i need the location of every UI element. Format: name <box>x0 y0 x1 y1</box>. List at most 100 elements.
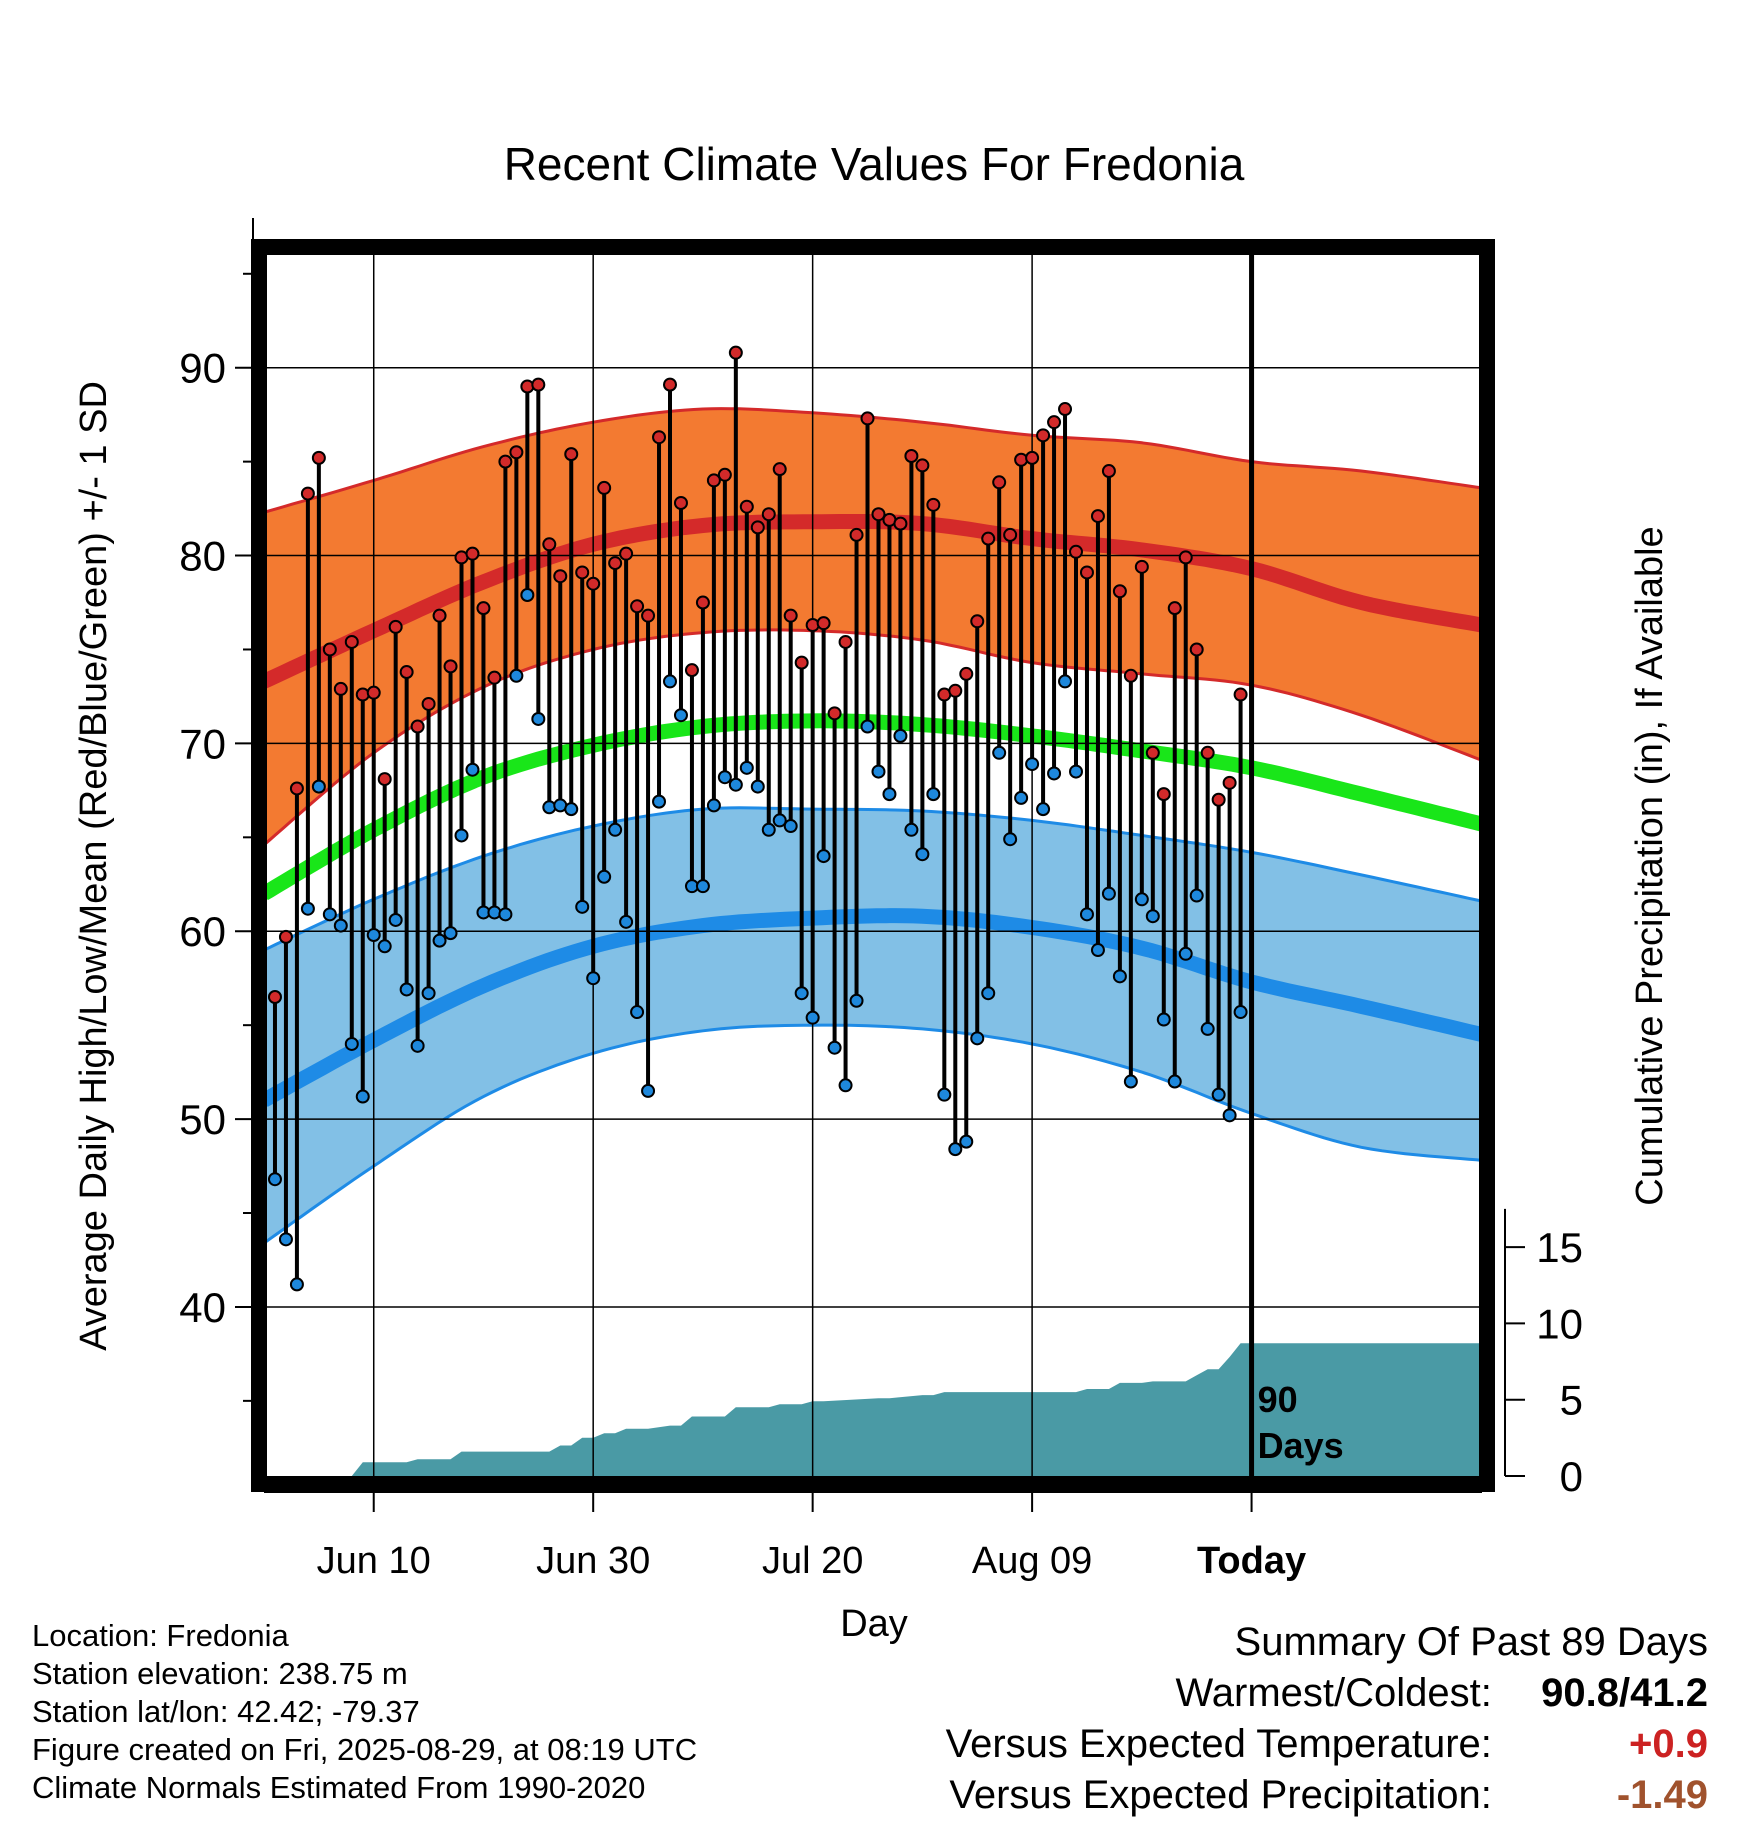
daily-low-point <box>948 1142 963 1157</box>
daily-low-point <box>860 719 875 734</box>
daily-high-point <box>1222 775 1237 790</box>
daily-low-point <box>783 819 798 834</box>
daily-high-point <box>772 462 787 477</box>
today-days-number: 90 <box>1258 1379 1298 1420</box>
daily-high-point <box>542 537 557 552</box>
daily-high-point <box>959 666 974 681</box>
daily-high-point <box>553 569 568 584</box>
daily-low-point <box>344 1036 359 1051</box>
daily-low-point <box>630 1005 645 1020</box>
daily-low-point <box>992 745 1007 760</box>
daily-high-point <box>586 576 601 591</box>
daily-high-point <box>1134 559 1149 574</box>
daily-high-point <box>1069 544 1083 559</box>
daily-high-point <box>948 683 963 698</box>
daily-low-point <box>871 764 886 779</box>
daily-high-point <box>641 608 656 623</box>
daily-high-point <box>267 989 282 1004</box>
y-right-tick-label: 0 <box>1560 1453 1583 1500</box>
axes: 40 50 60 70 80 90 0 5 10 15 Jun 10 Jun 30 Jul 20 Aug … <box>179 218 1583 1582</box>
normals-group <box>264 407 1482 1476</box>
x-tick-label: Today <box>1197 1540 1306 1582</box>
daily-low-point <box>300 901 315 916</box>
daily-high-point <box>970 614 985 629</box>
daily-high-point <box>893 516 908 531</box>
daily-high-point <box>1047 415 1062 430</box>
daily-high-point <box>838 634 853 649</box>
daily-low-point <box>1200 1021 1215 1036</box>
daily-low-point <box>520 588 535 603</box>
daily-low-point <box>849 993 864 1008</box>
daily-low-point <box>267 1172 282 1187</box>
daily-low-point <box>278 1232 293 1247</box>
x-tick-label: Jun 30 <box>536 1540 650 1582</box>
daily-low-point <box>619 914 634 929</box>
daily-low-point <box>739 760 754 775</box>
daily-high-point <box>1178 550 1193 565</box>
daily-low-point <box>322 907 337 922</box>
daily-high-point <box>311 450 326 465</box>
daily-high-point <box>1200 745 1215 760</box>
daily-low-point <box>904 822 919 837</box>
y-right-tick-label: 10 <box>1536 1300 1583 1347</box>
temp-value: +0.9 <box>1629 1722 1708 1766</box>
daily-low-point <box>564 802 579 817</box>
daily-high-point <box>278 929 293 944</box>
daily-high-point <box>399 665 414 680</box>
daily-low-point <box>772 813 787 828</box>
station-info: Location: Fredonia Station elevation: 23… <box>32 1617 697 1807</box>
daily-high-point <box>981 531 996 546</box>
daily-low-point <box>377 939 392 954</box>
today-days-label: Days <box>1258 1425 1344 1466</box>
daily-low-point <box>1014 790 1029 805</box>
daily-low-point <box>1079 907 1094 922</box>
daily-high-point <box>1156 787 1171 802</box>
daily-high-point <box>465 546 480 561</box>
daily-low-point <box>311 779 326 794</box>
daily-high-point <box>717 467 732 482</box>
x-tick-label: Aug 09 <box>972 1540 1092 1582</box>
daily-high-point <box>289 781 304 796</box>
daily-high-point <box>1025 450 1040 465</box>
daily-high-point <box>739 499 754 514</box>
daily-high-point <box>783 608 798 623</box>
daily-high-point <box>564 447 579 462</box>
daily-low-point <box>1090 943 1105 958</box>
y-tick-label: 60 <box>179 908 226 955</box>
daily-low-point <box>915 847 930 862</box>
summary-panel: Summary Of Past 89 Days Warmest/Coldest:… <box>946 1617 1708 1821</box>
daily-low-point <box>1047 766 1062 781</box>
daily-low-point <box>1145 909 1160 924</box>
daily-high-point <box>531 377 546 392</box>
daily-low-point <box>509 668 524 683</box>
high-sd-band <box>264 408 1482 845</box>
daily-high-point <box>1233 687 1248 702</box>
daily-high-point <box>904 448 919 463</box>
daily-low-point <box>750 779 765 794</box>
y-tick-label: 70 <box>179 720 226 767</box>
daily-high-point <box>300 486 315 501</box>
elevation-text: Station elevation: 238.75 m <box>32 1656 408 1691</box>
daily-low-point <box>1069 764 1083 779</box>
daily-high-point <box>673 495 688 510</box>
plot-frame <box>251 239 1495 1492</box>
daily-low-point <box>1003 832 1018 847</box>
daily-low-point <box>575 899 590 914</box>
daily-low-point <box>926 787 941 802</box>
daily-low-point <box>586 971 601 986</box>
daily-high-point <box>926 497 941 512</box>
precip-label: Versus Expected Precipitation: <box>949 1773 1492 1817</box>
daily-high-point <box>827 706 842 721</box>
daily-high-point <box>684 663 699 678</box>
daily-low-point <box>465 762 480 777</box>
daily-high-point <box>728 345 743 360</box>
daily-high-point <box>1003 527 1018 542</box>
daily-high-point <box>1112 584 1127 599</box>
daily-high-point <box>421 696 436 711</box>
daily-low-point <box>608 822 623 837</box>
y-right-tick-label: 15 <box>1536 1224 1583 1271</box>
daily-high-point <box>1036 428 1051 443</box>
y-tick-label: 80 <box>179 533 226 580</box>
daily-low-point <box>410 1038 425 1053</box>
